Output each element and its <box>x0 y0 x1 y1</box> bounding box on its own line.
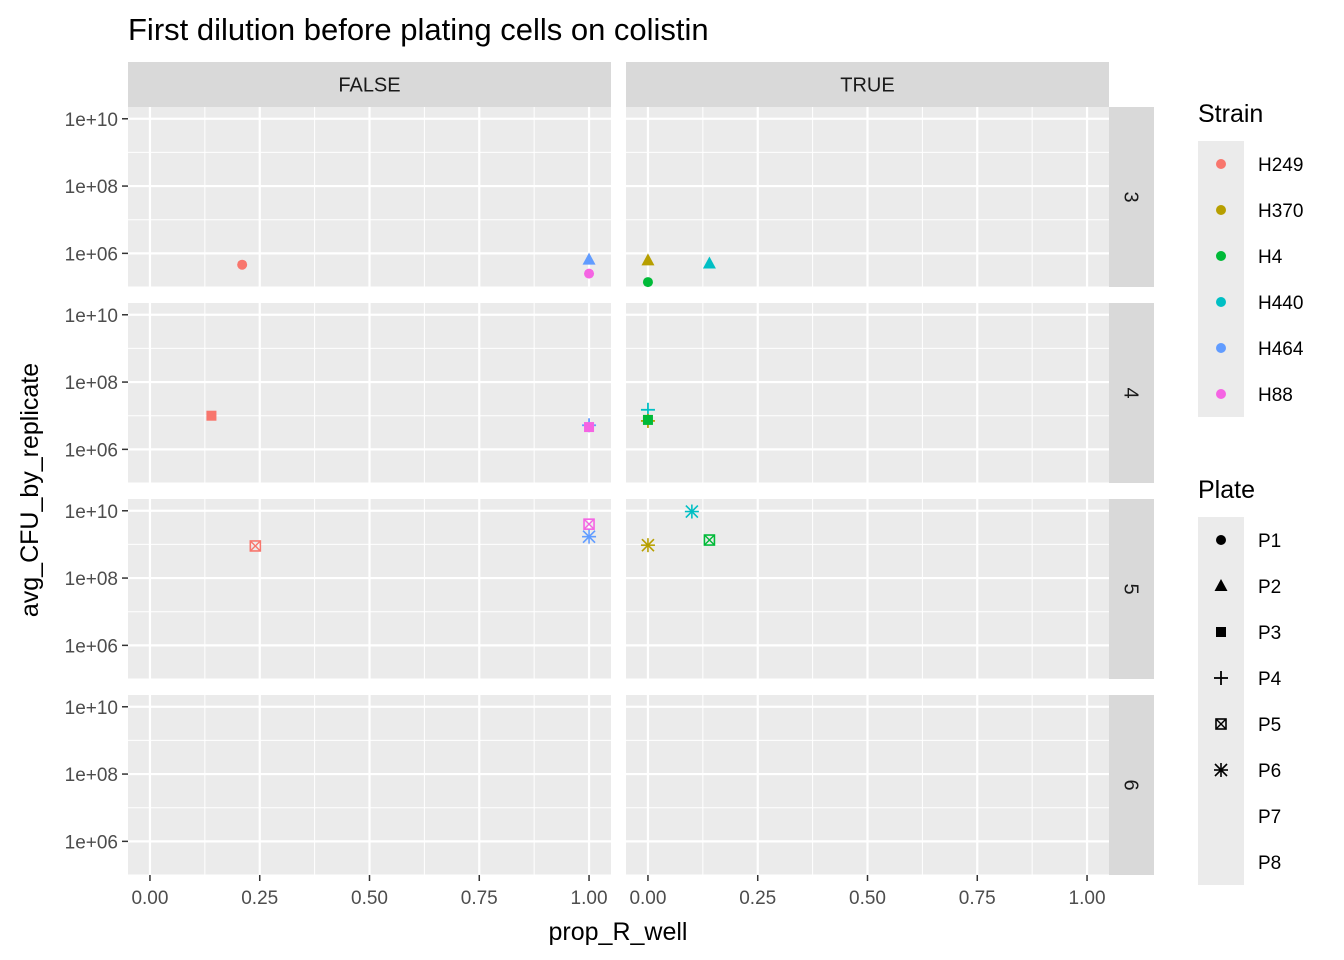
strain-legend-key-h88 <box>1216 389 1226 399</box>
plate-legend-label: P2 <box>1258 577 1281 598</box>
y-tick-label: 1e+08 <box>65 765 118 786</box>
row-strip-label: 6 <box>1120 779 1142 790</box>
facet-panels: FALSE TRUE 3 4 5 6 1e+06 1e+08 1e+10 1e+06 1e+08 1e… <box>65 62 1154 909</box>
y-tick-label: 1e+08 <box>65 569 118 590</box>
data-point-h464-p6 <box>582 529 597 544</box>
data-point-h249-p5 <box>249 540 262 552</box>
chart-title: First dilution before plating cells on c… <box>128 12 709 47</box>
row-strip-label: 5 <box>1120 583 1142 594</box>
y-tick-label: 1e+08 <box>65 373 118 394</box>
column-strip-true <box>626 62 1109 107</box>
x-tick-label: 0.50 <box>351 888 388 909</box>
panel-true-6 <box>626 695 1109 876</box>
strain-legend-label: H370 <box>1258 201 1303 222</box>
data-point-h440-p2 <box>702 256 716 269</box>
legend: Strain H249 H370 H4 H440 H464 H88 Plate P1 P2 P3 P4… <box>1198 100 1304 885</box>
plate-legend-key-bg <box>1198 839 1244 885</box>
strain-legend-key-h370 <box>1216 205 1226 215</box>
panel-true-3 <box>626 107 1109 288</box>
plate-legend-label: P1 <box>1258 531 1281 552</box>
plate-legend-key-p2 <box>1214 579 1228 591</box>
panel-false-3 <box>128 107 611 288</box>
plate-legend-key-p6 <box>1214 763 1228 777</box>
strain-legend-key-h440 <box>1216 297 1226 307</box>
data-point-h88-p5 <box>583 518 595 530</box>
y-tick-label: 1e+10 <box>65 502 118 523</box>
data-points <box>206 252 716 553</box>
row-strip-6 <box>1109 695 1154 875</box>
panel-false-4 <box>128 303 611 484</box>
data-point-h4-p5 <box>703 534 716 546</box>
x-tick-label: 0.75 <box>959 888 996 909</box>
plate-legend-label: P7 <box>1258 807 1281 828</box>
plate-legend-label: P6 <box>1258 761 1281 782</box>
column-strip-label: TRUE <box>840 75 894 97</box>
x-tick-label: 0.25 <box>241 888 278 909</box>
x-tick-label: 0.25 <box>739 888 776 909</box>
y-tick-label: 1e+08 <box>65 177 118 198</box>
row-strip-4 <box>1109 303 1154 483</box>
y-tick-label: 1e+06 <box>65 440 118 461</box>
data-point-h370-p2 <box>641 253 655 266</box>
panel-false-6 <box>128 695 611 876</box>
plate-legend-key-p1 <box>1216 535 1226 545</box>
x-tick-label: 1.00 <box>571 888 608 909</box>
x-tick-label: 0.00 <box>131 888 168 909</box>
plate-legend-label: P5 <box>1258 715 1281 736</box>
x-tick-label: 0.50 <box>849 888 886 909</box>
y-tick-label: 1e+10 <box>65 306 118 327</box>
column-strip-label: FALSE <box>338 75 400 97</box>
panel-true-5 <box>626 499 1109 680</box>
y-tick-label: 1e+06 <box>65 636 118 657</box>
row-strip-label: 4 <box>1120 387 1142 398</box>
y-axis-title: avg_CFU_by_replicate <box>16 363 44 617</box>
plate-legend-key-p3 <box>1216 627 1226 637</box>
panel-false-5 <box>128 499 611 680</box>
x-tick-label: 1.00 <box>1069 888 1106 909</box>
data-point-h4-p1 <box>642 277 653 288</box>
x-tick-label: 0.00 <box>629 888 666 909</box>
plate-legend-key-p4 <box>1214 671 1228 685</box>
strain-legend-key-h464 <box>1216 343 1226 353</box>
y-tick-label: 1e+06 <box>65 244 118 265</box>
panel-true-4 <box>626 303 1109 484</box>
x-axis-title: prop_R_well <box>549 918 688 946</box>
row-strip-5 <box>1109 499 1154 679</box>
strain-legend-key-h4 <box>1216 251 1226 261</box>
data-point-h88-p3 <box>584 422 595 433</box>
plate-legend-label: P3 <box>1258 623 1281 644</box>
plate-legend-label: P4 <box>1258 669 1282 690</box>
strain-legend-label: H464 <box>1258 339 1304 360</box>
y-tick-label: 1e+10 <box>65 698 118 719</box>
row-strip-label: 3 <box>1120 191 1142 202</box>
strain-legend-label: H440 <box>1258 293 1303 314</box>
strain-legend-label: H249 <box>1258 155 1303 176</box>
row-strip-3 <box>1109 107 1154 287</box>
plate-legend-title: Plate <box>1198 476 1255 504</box>
data-point-h440-p6 <box>684 504 699 519</box>
plate-legend-key-p5 <box>1215 718 1227 730</box>
plate-legend-label: P8 <box>1258 853 1281 874</box>
plate-legend-key-bg <box>1198 793 1244 839</box>
data-point-h249-p1 <box>237 259 248 270</box>
data-point-h249-p3 <box>206 410 217 421</box>
strain-legend-title: Strain <box>1198 100 1263 128</box>
strain-legend-key-h249 <box>1216 159 1226 169</box>
y-tick-label: 1e+06 <box>65 832 118 853</box>
data-point-h370-p6 <box>640 538 655 553</box>
strain-legend-label: H88 <box>1258 385 1293 406</box>
data-point-h88-p1 <box>584 268 595 279</box>
data-point-h4-p3 <box>642 414 653 425</box>
strain-legend-label: H4 <box>1258 247 1283 268</box>
x-tick-label: 0.75 <box>461 888 498 909</box>
y-tick-label: 1e+10 <box>65 110 118 131</box>
data-point-h464-p2 <box>582 252 596 265</box>
column-strip-false <box>128 62 611 107</box>
